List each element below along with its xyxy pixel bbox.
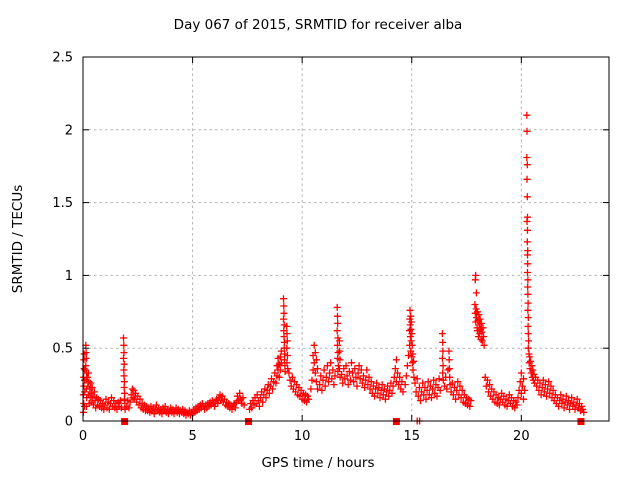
data-points [79,111,588,425]
y-tick-label: 2 [65,123,73,138]
x-tick-label: 5 [188,429,196,444]
chart-title: Day 067 of 2015, SRMTID for receiver alb… [174,17,463,33]
y-tick-label: 0 [65,415,73,430]
y-tick-labels: 0 0.5 1 1.5 2 2.5 [52,51,73,430]
plus-markers [79,111,588,425]
x-axis-label: GPS time / hours [261,455,374,471]
y-tick-label: 1 [65,269,73,284]
x-tick-labels: 0 5 10 15 20 [79,429,530,444]
plot-border [82,56,610,422]
y-tick-label: 1.5 [52,196,73,211]
y-axis-label: SRMTID / TECUs [10,185,26,293]
grid-lines [83,57,609,421]
y-tick-label: 0.5 [52,342,73,357]
x-tick-label: 15 [403,429,420,444]
y-tick-label: 2.5 [52,51,73,66]
x-tick-label: 0 [79,429,87,444]
x-tick-label: 20 [513,429,530,444]
axis-ticks [82,56,609,422]
x-tick-label: 10 [294,429,311,444]
